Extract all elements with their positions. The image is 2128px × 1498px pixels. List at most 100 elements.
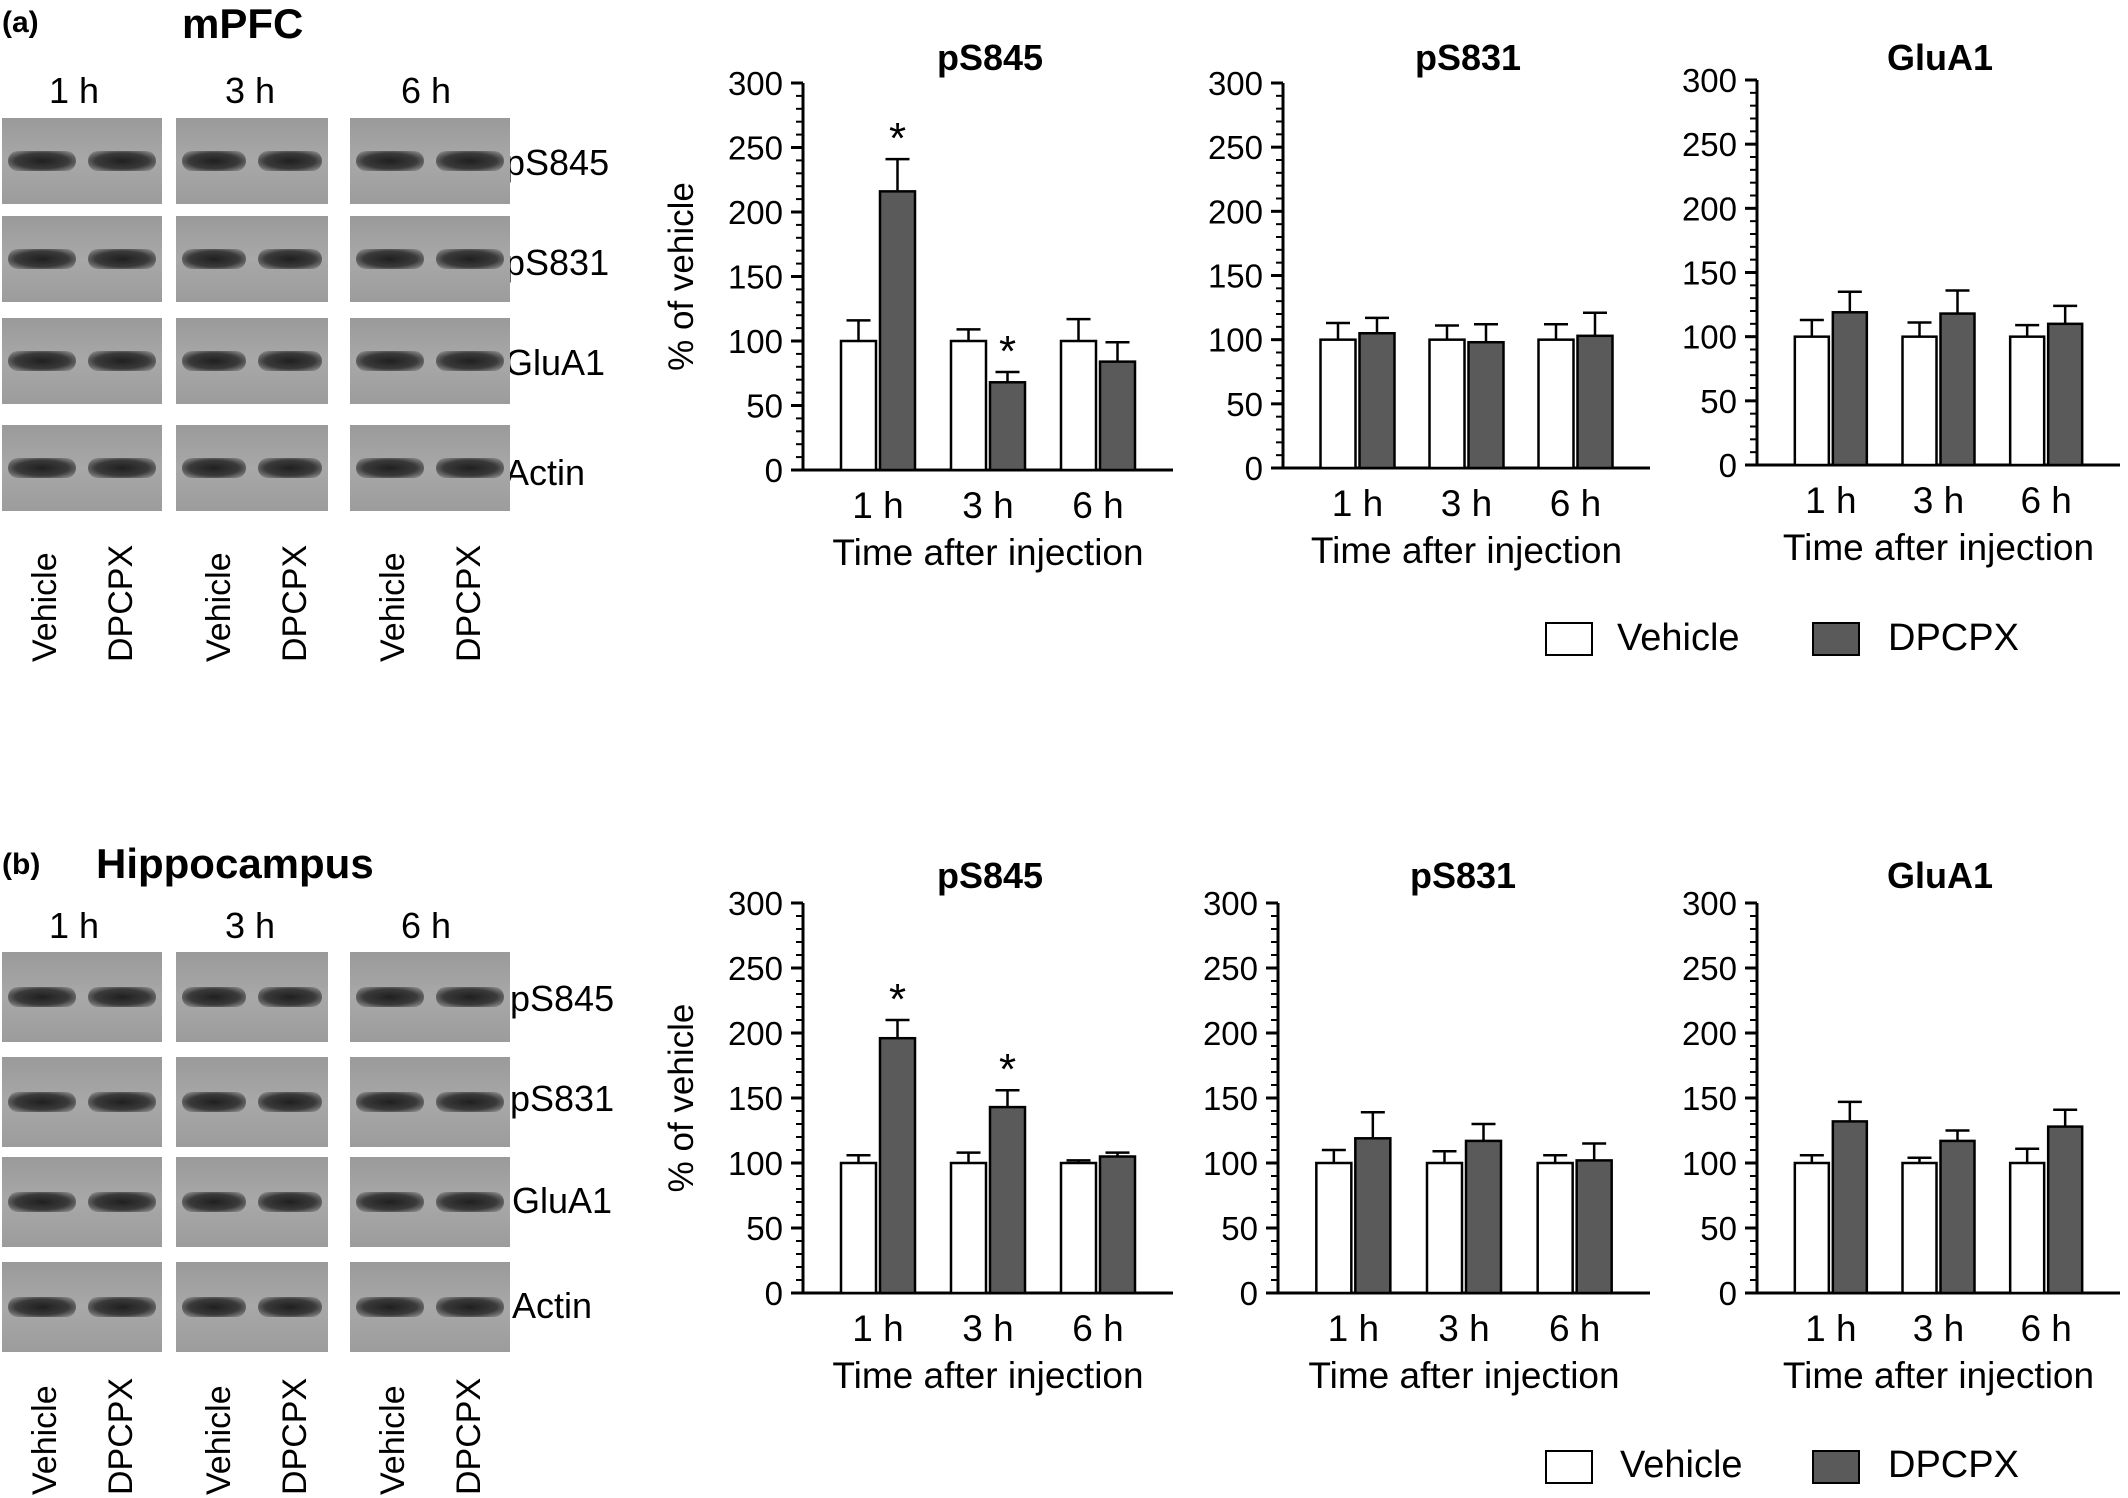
vehicle-bar [1536,1161,1574,1295]
panel-a-band [88,351,156,371]
y-tick-label: 150 [728,259,783,296]
x-tick-label: 1 h [1332,483,1383,524]
panel-b-blot-ps831-group1 [2,1057,162,1147]
y-tick-label: 250 [728,950,783,987]
y-tick-label: 150 [1682,255,1737,292]
x-tick-label: 3 h [1438,1308,1489,1349]
panel-a-blot-actin-group1 [2,425,162,511]
panel-b-band [88,1192,156,1212]
panel-a-band [182,249,246,269]
panel-b-blot-ps831-group3 [350,1057,510,1147]
y-tick-label: 50 [1700,1210,1737,1247]
significance-marker: * [999,327,1016,376]
y-tick-label: 0 [1245,450,1263,487]
panel-a-region-title: mPFC [182,0,304,47]
dpcpx-bar [1354,1137,1392,1295]
vehicle-bar [1537,338,1575,470]
panel-a-blot-glua1-group1 [2,318,162,404]
y-axis-label: % of vehicle [662,1004,701,1193]
x-tick-label: 1 h [1805,1308,1856,1349]
dpcpx-bar [1467,340,1505,470]
bar-chart-4: pS845 0 50 100 150 200 250 300 % of vehicle * 1 h *… [662,855,1173,1396]
dpcpx-bar [878,1036,917,1295]
panel-a-band [356,458,424,478]
panel-a-label-glua1: GluA1 [505,342,606,383]
vehicle-bar [1319,338,1357,470]
significance-marker: * [999,1045,1016,1094]
lane-label-vehicle: Vehicle [200,1385,238,1495]
panel-a-legend-dpcpx-label: DPCPX [1888,617,2019,659]
panel-b-blot-glua1-group2 [176,1157,328,1247]
panel-b-band [436,1192,504,1212]
panel-a-legend-vehicle-swatch [1545,622,1593,656]
panel-b-legend-vehicle-label: Vehicle [1620,1444,1743,1486]
vehicle-bar [2008,1161,2046,1295]
y-tick-label: 0 [765,452,783,489]
y-tick-label: 50 [1226,386,1263,423]
lane-label-dpcpx: DPCPX [450,1377,488,1495]
x-tick-label: 1 h [1328,1308,1379,1349]
x-axis-label: Time after injection [832,1355,1143,1396]
x-tick-label: 1 h [852,485,903,526]
vehicle-bar [1901,1161,1938,1295]
y-tick-label: 200 [1682,1015,1737,1052]
panel-a-band [356,151,424,171]
x-tick-label: 6 h [2020,1308,2071,1349]
panel-b-time-6h: 6 h [400,905,452,946]
dpcpx-bar [1939,1139,1976,1295]
y-tick-label: 100 [1203,1145,1258,1182]
x-tick-label: 1 h [1805,480,1856,521]
panel-a-label-ps831: pS831 [505,242,610,283]
panel-a-band [88,249,156,269]
panel-a-band [8,151,76,171]
panel-b-band [436,1092,504,1112]
panel-b-legend-vehicle-swatch [1545,1450,1593,1484]
y-tick-label: 50 [746,388,783,425]
panel-a-band [436,151,504,171]
vehicle-bar [1793,335,1831,467]
y-tick-label: 300 [1682,885,1737,922]
chart-title: pS845 [937,37,1043,78]
panel-b-blot-glua1-group3 [350,1157,510,1247]
y-tick-label: 150 [1208,258,1263,295]
panel-b-band [182,987,246,1007]
y-tick-label: 250 [1203,950,1258,987]
x-tick-label: 3 h [1441,483,1492,524]
lane-label-dpcpx: DPCPX [102,1377,140,1495]
y-axis-label: % of vehicle [662,182,701,371]
panel-b-band [182,1297,246,1317]
dpcpx-bar [988,1105,1027,1295]
panel-a-band [258,351,322,371]
dpcpx-bar [1576,334,1614,470]
x-tick-label: 3 h [962,1308,1013,1349]
panel-a-label-actin: Actin [505,452,586,493]
panel-a-letter: (a) [2,6,39,39]
panel-b-band [8,1297,76,1317]
lane-label-dpcpx: DPCPX [276,1377,314,1495]
y-tick-label: 250 [728,130,783,167]
dpcpx-bar [2046,322,2084,467]
x-tick-label: 6 h [2020,480,2071,521]
vehicle-bar [1315,1161,1353,1295]
dpcpx-bar [1939,312,1976,467]
y-tick-label: 100 [1682,319,1737,356]
x-tick-label: 3 h [1913,1308,1964,1349]
dpcpx-bar [1831,1120,1869,1295]
panel-a-blot-actin-group3 [350,425,510,511]
panel-a-blot-ps845-group2 [176,118,328,204]
vehicle-bar [1425,1161,1464,1295]
y-tick-label: 200 [1682,190,1737,227]
y-tick-label: 150 [1203,1080,1258,1117]
dpcpx-bar [1831,311,1869,467]
panel-b-band [356,1297,424,1317]
panel-b-band [8,1192,76,1212]
panel-b-band [258,1092,322,1112]
chart-title: GluA1 [1887,37,1993,78]
panel-b-region-title: Hippocampus [96,840,374,887]
vehicle-bar [2008,335,2046,467]
y-tick-label: 300 [1682,62,1737,99]
panel-a-band [436,458,504,478]
vehicle-bar [949,339,988,472]
vehicle-bar [839,339,878,472]
panel-b-blot-ps845-group1 [2,952,162,1042]
